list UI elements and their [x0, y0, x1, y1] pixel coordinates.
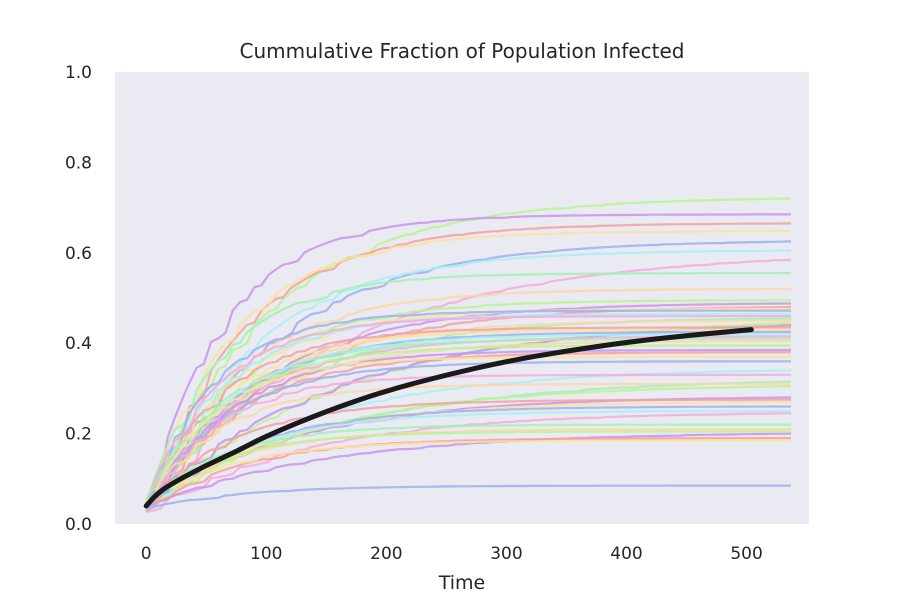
simulation-run-line	[145, 484, 791, 510]
x-axis-label: Time	[438, 572, 486, 594]
simulation-run-line	[145, 309, 791, 505]
y-tick-label: 0.0	[65, 515, 92, 535]
simulation-run-line	[145, 382, 791, 503]
simulation-run-line	[145, 428, 791, 505]
simulation-run-line	[145, 315, 791, 502]
simulation-run-line	[145, 213, 791, 510]
y-tick-label: 0.6	[65, 244, 92, 264]
simulation-run-line	[145, 272, 791, 504]
simulation-run-line	[146, 412, 791, 513]
x-tick-label: 200	[370, 544, 402, 564]
simulation-run-line	[145, 337, 791, 501]
simulation-run-line	[145, 432, 791, 508]
y-axis-ticks: 0.0 0.2 0.4 0.6 0.8 1.0	[65, 63, 92, 535]
mean-series-line	[143, 327, 754, 509]
y-tick-label: 0.2	[65, 425, 92, 445]
simulation-run-line	[145, 326, 791, 505]
simulation-run-line	[145, 348, 791, 513]
simulation-run-line	[145, 344, 791, 508]
plot-area	[115, 72, 809, 524]
x-tick-label: 0	[141, 544, 152, 564]
y-tick-label: 1.0	[65, 63, 92, 83]
x-tick-label: 100	[250, 544, 282, 564]
simulation-run-line	[145, 312, 791, 510]
simulation-run-line	[145, 439, 791, 503]
simulation-run-line	[145, 430, 791, 503]
simulation-run-line	[145, 373, 791, 513]
x-tick-label: 500	[730, 544, 762, 564]
simulation-run-line	[145, 355, 791, 510]
chart-title: Cummulative Fraction of Population Infec…	[239, 39, 684, 63]
simulation-run-line	[145, 398, 791, 505]
simulation-run-line	[145, 328, 791, 512]
simulation-runs	[145, 197, 792, 513]
simulation-run-line	[145, 299, 791, 511]
simulation-run-line	[145, 360, 791, 505]
simulation-run-line	[145, 400, 791, 513]
x-tick-label: 400	[610, 544, 642, 564]
x-tick-label: 300	[490, 544, 522, 564]
x-axis-ticks: 0 100 200 300 400 500	[141, 544, 763, 564]
simulation-run-line	[145, 230, 791, 507]
y-tick-label: 0.8	[65, 153, 92, 173]
y-tick-label: 0.4	[65, 334, 92, 354]
simulation-run-line	[145, 222, 791, 510]
